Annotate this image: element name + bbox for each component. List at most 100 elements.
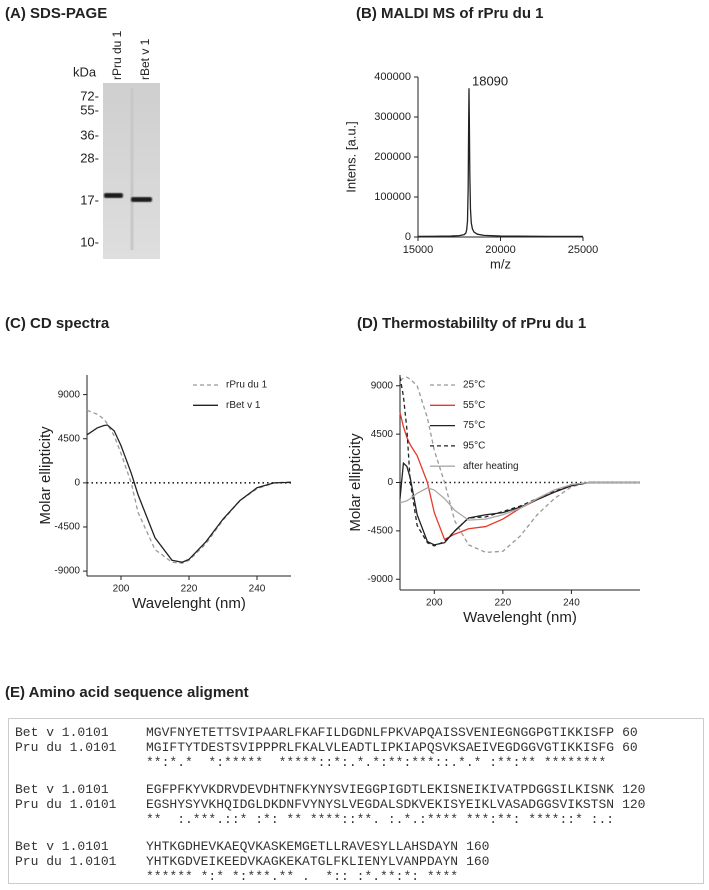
sequence-row: Bet v 1.0101 YHTKGDHEVKAEQVKASKEMGETLLRAV… xyxy=(15,839,703,854)
sequence-end: 160 xyxy=(466,854,490,869)
y-axis-label: Intens. [a.u.] xyxy=(343,121,358,193)
sequence-name: Bet v 1.0101 xyxy=(15,839,109,854)
x-tick-label: 200 xyxy=(426,598,443,609)
legend-label: rPru du 1 xyxy=(226,380,268,391)
marker-label: 55- xyxy=(80,102,99,117)
gel-unit: kDa xyxy=(73,64,97,79)
legend-label: rBet v 1 xyxy=(226,400,261,411)
y-tick-label: 300000 xyxy=(374,111,411,123)
sequence-row: Pru du 1.0101 EGSHYSYVKHQIDGLDKDNFVYNYSLV… xyxy=(15,797,703,812)
y-tick-label: -9000 xyxy=(367,574,393,585)
y-tick-label: 9000 xyxy=(371,380,394,391)
sequence: YHTKGDHEVKAEQVKASKEMGETLLRAVESYLLAHSDAYN xyxy=(146,839,459,854)
x-tick-label: 200 xyxy=(113,584,130,595)
spacer xyxy=(15,812,146,827)
sequence-end: 160 xyxy=(466,839,490,854)
sequence: EGFPFKYVKDRVDEVDHTNFKYNYSVIEGGPIGDTLEKIS… xyxy=(146,782,615,797)
lane-label: rPru du 1 xyxy=(110,30,124,80)
sequence: YHTKGDVEIKEEDVKAGKEKATGLFKLIENYLVANPDAYN xyxy=(146,854,459,869)
series-line xyxy=(399,481,640,521)
consensus-row: **:*.* *:***** *****::*:.*.*:**:***::.*.… xyxy=(15,755,703,770)
consensus: ****** *:* *:***.** . *:: :*.**:*: **** xyxy=(146,869,459,884)
x-tick-label: 240 xyxy=(249,584,266,595)
series-line xyxy=(399,461,640,546)
sequence-end: 60 xyxy=(622,725,638,740)
y-tick-label: 0 xyxy=(74,477,80,488)
y-tick-label: 4500 xyxy=(371,429,394,440)
spacer xyxy=(15,755,146,770)
legend-label: 55°C xyxy=(463,400,485,411)
panel-title: (B) MALDI MS of rPru du 1 xyxy=(356,5,544,22)
y-tick-label: 100000 xyxy=(374,191,411,203)
consensus-row: ****** *:* *:***.** . *:: :*.**:*: **** xyxy=(15,869,703,884)
sequence-name: Pru du 1.0101 xyxy=(15,740,117,755)
y-tick-label: 200000 xyxy=(374,151,411,163)
sequence-name: Pru du 1.0101 xyxy=(15,854,117,869)
panel-title: (C) CD spectra xyxy=(5,315,110,332)
sequence-end: 120 xyxy=(622,797,646,812)
x-axis-label: Wavelenght (nm) xyxy=(463,609,577,626)
series-line xyxy=(399,412,640,541)
series-line xyxy=(399,376,640,554)
alignment-block: Bet v 1.0101 MGVFNYETETTSVIPAARLFKAFILDGD… xyxy=(15,725,703,770)
x-tick-label: 240 xyxy=(563,598,580,609)
sequence: MGIFTYTDESTSVIPPPRLFKALVLEADTLIPKIAPQSVK… xyxy=(146,740,615,755)
panel-title: (E) Amino acid sequence aligment xyxy=(5,684,249,701)
series-line xyxy=(399,377,640,547)
y-tick-label: -9000 xyxy=(54,566,80,577)
y-axis-label: Molar ellipticity xyxy=(347,433,364,532)
x-tick-label: 25000 xyxy=(568,244,599,256)
series-line xyxy=(417,88,583,238)
marker-label: 10- xyxy=(80,234,99,249)
legend-label: 25°C xyxy=(463,380,485,391)
panel-title: (A) SDS-PAGE xyxy=(5,5,107,22)
sequence-name: Pru du 1.0101 xyxy=(15,797,117,812)
y-tick-label: -4500 xyxy=(54,522,80,533)
y-axis-label: Molar ellipticity xyxy=(37,426,54,525)
gel-band xyxy=(104,193,123,198)
x-tick-label: 20000 xyxy=(485,244,516,256)
x-axis-label: m/z xyxy=(490,256,511,271)
sequence-name: Bet v 1.0101 xyxy=(15,725,109,740)
sequence: MGVFNYETETTSVIPAARLFKAFILDGDNLFPKVAPQAIS… xyxy=(146,725,615,740)
marker-label: 28- xyxy=(80,150,99,165)
alignment-block: Bet v 1.0101 EGFPFKYVKDRVDEVDHTNFKYNYSVIE… xyxy=(15,782,703,827)
x-tick-label: 15000 xyxy=(403,244,434,256)
y-tick-label: -4500 xyxy=(367,526,393,537)
y-tick-label: 4500 xyxy=(58,433,81,444)
alignment-block: Bet v 1.0101 YHTKGDHEVKAEQVKASKEMGETLLRAV… xyxy=(15,839,703,884)
chart-area: (A) SDS-PAGE kDa 72-55- 36- 28- 17- 10- rPru … xyxy=(5,5,640,626)
x-axis-label: Wavelenght (nm) xyxy=(132,595,246,612)
x-tick-label: 220 xyxy=(181,584,198,595)
marker-label: 36- xyxy=(80,127,99,142)
spacer xyxy=(15,869,146,884)
consensus: **:*.* *:***** *****::*:.*.*:**:***::.*.… xyxy=(146,755,607,770)
series-line xyxy=(86,424,292,563)
consensus-row: ** :.***.::* :*: ** ****::**. :.*.:**** … xyxy=(15,812,703,827)
sequence-end: 60 xyxy=(622,740,638,755)
marker-label: 72- xyxy=(80,88,99,103)
legend-label: 95°C xyxy=(463,441,485,452)
legend-label: after heating xyxy=(463,461,519,472)
consensus: ** :.***.::* :*: ** ****::**. :.*.:**** … xyxy=(146,812,615,827)
sequence-row: Pru du 1.0101 YHTKGDVEIKEEDVKAGKEKATGLFKL… xyxy=(15,854,703,869)
panel-title: (D) Thermostabililty of rPru du 1 xyxy=(357,315,586,332)
y-tick-label: 400000 xyxy=(374,71,411,83)
sequence: EGSHYSYVKHQIDGLDKDNFVYNYSLVEGDALSDKVEKIS… xyxy=(146,797,615,812)
alignment-box: Bet v 1.0101 MGVFNYETETTSVIPAARLFKAFILDGD… xyxy=(8,718,704,884)
sequence-name: Bet v 1.0101 xyxy=(15,782,109,797)
sequence-row: Pru du 1.0101 MGIFTYTDESTSVIPPPRLFKALVLEA… xyxy=(15,740,703,755)
legend-label: 75°C xyxy=(463,420,485,431)
y-tick-label: 0 xyxy=(405,231,411,243)
lane-label: rBet v 1 xyxy=(138,38,152,80)
sequence-row: Bet v 1.0101 MGVFNYETETTSVIPAARLFKAFILDGD… xyxy=(15,725,703,740)
y-tick-label: 0 xyxy=(387,477,393,488)
gel-band xyxy=(131,197,152,202)
annotation: 18090 xyxy=(472,74,508,89)
sequence-row: Bet v 1.0101 EGFPFKYVKDRVDEVDHTNFKYNYSVIE… xyxy=(15,782,703,797)
sequence-end: 120 xyxy=(622,782,646,797)
y-tick-label: 9000 xyxy=(58,389,81,400)
marker-label: 17- xyxy=(80,192,99,207)
x-tick-label: 220 xyxy=(495,598,512,609)
